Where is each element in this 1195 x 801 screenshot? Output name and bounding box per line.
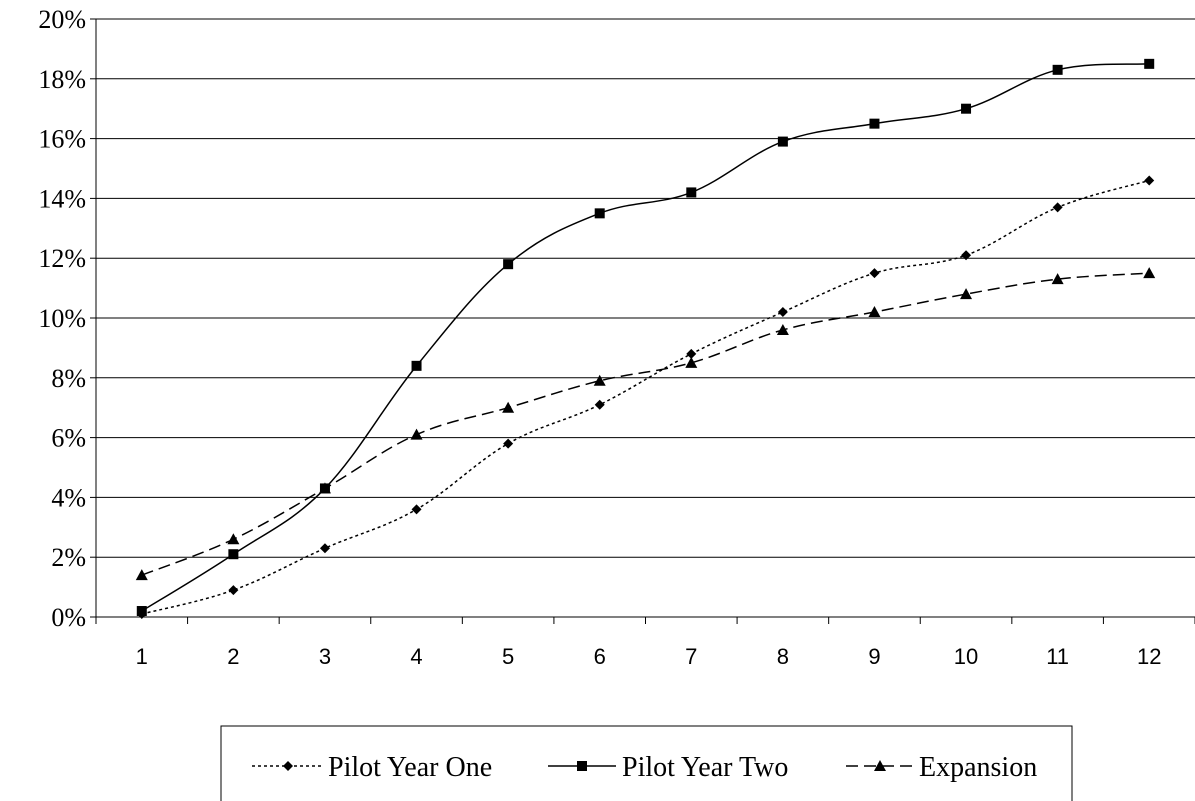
x-tick-label: 12 <box>1137 644 1161 669</box>
series-line-expansion <box>141 272 1150 576</box>
data-point-pilot-year-one <box>319 543 330 554</box>
legend: Pilot Year One Pilot Year Two Expansion <box>220 725 1073 801</box>
y-tick-label: 18% <box>38 65 86 94</box>
data-point-expansion <box>1143 267 1156 279</box>
gridlines <box>96 18 1195 558</box>
series-expansion <box>135 267 1156 581</box>
data-point-pilot-year-one <box>228 585 239 596</box>
legend-item-expansion: Expansion <box>846 752 1037 783</box>
data-point-expansion <box>868 306 881 318</box>
data-point-pilot-year-two <box>686 187 697 198</box>
data-point-pilot-year-two <box>777 136 788 147</box>
legend-marker <box>283 761 293 771</box>
legend-label: Expansion <box>919 752 1037 783</box>
data-point-expansion <box>960 288 973 300</box>
data-point-expansion <box>593 374 606 386</box>
y-tick-label: 6% <box>51 424 86 453</box>
y-tick-labels: 0% 2% 4% 6% 8% 10% 12% 14% 16% 18% 20% <box>38 5 86 632</box>
x-tick-label: 8 <box>777 644 789 669</box>
data-point-expansion <box>227 533 240 545</box>
data-point-pilot-year-one <box>686 348 697 359</box>
data-point-pilot-year-one <box>777 307 788 318</box>
data-point-pilot-year-one <box>594 399 605 410</box>
x-tick-label: 9 <box>868 644 880 669</box>
data-point-pilot-year-one <box>869 268 880 279</box>
data-point-expansion <box>318 482 331 494</box>
y-tick-label: 0% <box>51 603 86 632</box>
x-tick-label: 10 <box>954 644 978 669</box>
y-tick-label: 10% <box>38 304 86 333</box>
y-tick-label: 2% <box>51 543 86 572</box>
legend-box <box>220 725 1073 801</box>
data-point-pilot-year-one <box>411 504 422 515</box>
legend-label: Pilot Year One <box>328 752 492 783</box>
y-tick-label: 20% <box>38 5 86 34</box>
data-point-pilot-year-one <box>503 438 514 449</box>
data-point-expansion <box>1051 273 1064 285</box>
series-pilot-year-one <box>136 175 1155 620</box>
x-tick-label: 11 <box>1046 644 1069 669</box>
series-line-pilot-year-one <box>141 179 1150 615</box>
data-point-expansion <box>135 569 148 581</box>
data-point-pilot-year-two <box>1052 64 1063 75</box>
x-tick-label: 7 <box>685 644 697 669</box>
x-tick-label: 2 <box>227 644 239 669</box>
legend-item-pilot-year-two: Pilot Year Two <box>548 752 788 783</box>
y-tick-label: 8% <box>51 364 86 393</box>
legend-item-pilot-year-one: Pilot Year One <box>252 752 492 783</box>
y-tick-label: 4% <box>51 483 86 512</box>
data-point-pilot-year-two <box>961 103 972 114</box>
data-point-pilot-year-two <box>1144 58 1155 69</box>
data-point-pilot-year-one <box>1052 202 1063 213</box>
data-point-pilot-year-two <box>869 118 880 129</box>
x-tick-labels: 1 2 3 4 5 6 7 8 9 10 11 12 <box>136 644 1162 669</box>
legend-marker <box>874 760 886 771</box>
data-point-expansion <box>502 401 515 413</box>
axes <box>90 18 1195 624</box>
data-point-pilot-year-two <box>411 360 422 371</box>
data-point-pilot-year-two <box>136 606 147 617</box>
y-tick-label: 14% <box>38 184 86 213</box>
series-pilot-year-two <box>136 58 1155 617</box>
x-tick-label: 5 <box>502 644 514 669</box>
x-tick-label: 1 <box>136 644 148 669</box>
legend-marker <box>577 761 587 771</box>
y-tick-label: 16% <box>38 125 86 154</box>
data-point-pilot-year-two <box>228 549 239 560</box>
x-tick-label: 6 <box>594 644 606 669</box>
data-point-expansion <box>410 428 423 440</box>
data-point-pilot-year-one <box>961 250 972 261</box>
x-tick-label: 3 <box>319 644 331 669</box>
data-point-pilot-year-two <box>503 259 514 270</box>
data-point-expansion <box>776 323 789 335</box>
legend-label: Pilot Year Two <box>622 752 788 783</box>
data-point-expansion <box>685 356 698 368</box>
x-tick-label: 4 <box>410 644 422 669</box>
data-point-pilot-year-one <box>1144 175 1155 186</box>
y-tick-label: 12% <box>38 244 86 273</box>
series-lines <box>135 58 1156 620</box>
series-line-pilot-year-two <box>141 63 1150 612</box>
data-point-pilot-year-two <box>594 208 605 219</box>
